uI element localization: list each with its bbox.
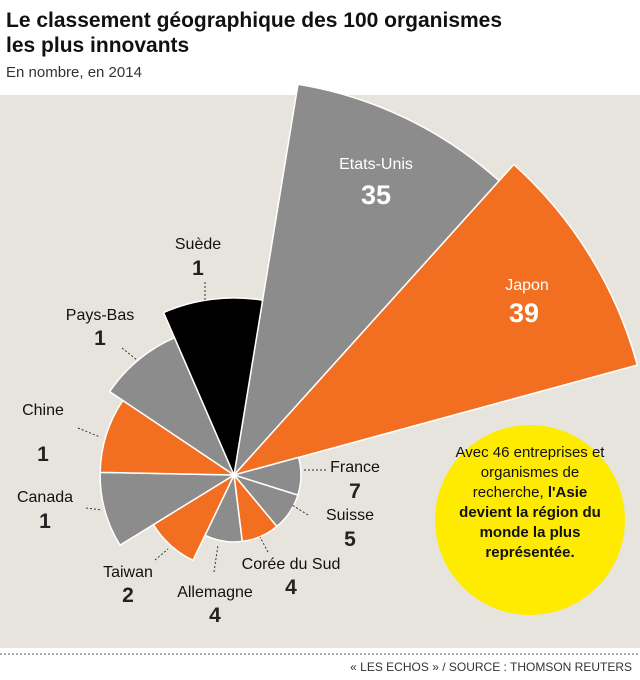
category-label: France (330, 459, 380, 476)
chart-title: Le classement géographique des 100 organ… (6, 9, 503, 57)
value-label: 7 (349, 480, 361, 503)
annotation-bold: l'Asie devient la région du monde la plu… (459, 484, 601, 561)
value-label: 35 (360, 180, 392, 210)
value-label: 1 (94, 327, 106, 350)
annotation-bubble (435, 425, 625, 615)
category-label: Japon (505, 277, 549, 294)
category-label: Chine (22, 402, 64, 419)
category-label: Corée du Sud (241, 556, 341, 573)
value-label: 1 (37, 443, 49, 466)
category-label: Suisse (325, 507, 375, 524)
category-label: Pays-Bas (65, 307, 135, 324)
wedge (232, 83, 501, 478)
category-label: Suède (174, 236, 222, 253)
annotation-text: Avec 46 entreprises et organismes de rec… (455, 444, 605, 501)
wedge (108, 336, 236, 478)
category-label: Canada (16, 489, 74, 506)
value-label: 4 (209, 604, 221, 627)
value-label: 1 (39, 510, 51, 533)
category-label: Etats-Unis (339, 156, 413, 173)
value-label: 39 (508, 298, 540, 328)
source: « LES ECHOS » / SOURCE : THOMSON REUTERS (350, 660, 632, 674)
value-label: 1 (192, 257, 204, 280)
chart-subtitle: En nombre, en 2014 (6, 64, 142, 81)
annotation: Avec 46 entreprises et organismes de rec… (455, 443, 605, 563)
value-label: 2 (122, 584, 134, 607)
leader-lines (77, 282, 326, 573)
category-label: Taiwan (103, 564, 153, 581)
wedge (231, 163, 639, 477)
category-label: Allemagne (177, 584, 253, 601)
wedge (162, 297, 264, 478)
value-label: 4 (285, 576, 297, 599)
value-label: 5 (344, 528, 356, 551)
